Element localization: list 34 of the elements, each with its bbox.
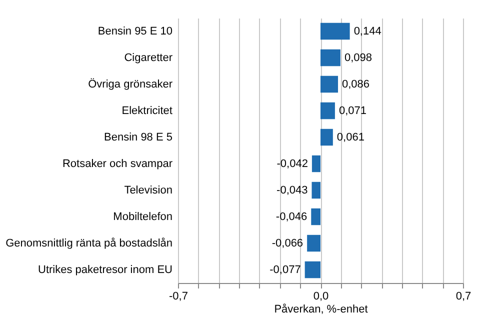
y-tick-label: Bensin 98 E 5: [104, 131, 172, 144]
y-tick-label: Utrikes paketresor inom EU: [38, 264, 173, 276]
data-label: 0,144: [354, 25, 382, 38]
bar: [304, 261, 320, 278]
y-tick-label: Bensin 95 E 10: [98, 25, 172, 38]
x-tick-label: 0,7: [456, 290, 472, 302]
bar: [320, 49, 340, 66]
y-tick-label: Cigaretter: [124, 52, 173, 64]
data-label: 0,071: [338, 104, 366, 117]
x-tick-label: -0,7: [169, 290, 188, 302]
data-label: -0,042: [276, 158, 308, 170]
bar: [320, 128, 333, 146]
data-label: 0,061: [336, 131, 364, 144]
data-label: -0,077: [270, 264, 301, 276]
bar: [320, 76, 338, 93]
data-label: 0,098: [344, 52, 372, 64]
bar: [312, 182, 320, 199]
bar: [312, 155, 320, 172]
y-tick-label: Genomsnittlig ränta på bostadslån: [6, 237, 172, 250]
bar: [307, 234, 320, 252]
data-label: -0,066: [272, 237, 304, 250]
y-tick-label: Elektricitet: [122, 104, 172, 117]
data-label: -0,043: [276, 184, 308, 196]
y-tick-label: Mobiltelefon: [113, 210, 172, 223]
y-tick-label: Rotsaker och svampar: [62, 158, 173, 170]
bar: [320, 22, 350, 40]
bar: [311, 208, 320, 226]
x-axis-title: Påverkan, %-enhet: [274, 304, 368, 316]
bar: [320, 102, 335, 120]
data-label: 0,086: [342, 78, 370, 90]
y-tick-label: Television: [124, 184, 172, 196]
data-label: -0,046: [276, 210, 308, 223]
x-tick-label: 0,0: [313, 290, 329, 302]
y-tick-label: Övriga grönsaker: [88, 77, 173, 90]
